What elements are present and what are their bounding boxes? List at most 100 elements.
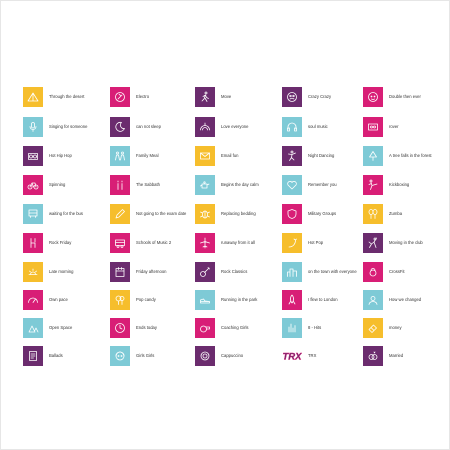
grid-item: Electro	[110, 87, 149, 107]
item-label: Married	[389, 352, 404, 358]
grid-item: How we changed	[363, 290, 421, 310]
grid-item: runaway from it all	[195, 233, 255, 253]
item-label: Hot Hip Hop	[49, 152, 72, 158]
icon-tile	[110, 290, 130, 310]
item-label: CrossFit	[389, 268, 405, 274]
grid-item: Pop candy	[110, 290, 156, 310]
girl-face-icon	[115, 351, 125, 361]
item-label: Rock Friday	[49, 239, 72, 245]
icon-tile	[363, 318, 383, 338]
icon-tile	[110, 87, 130, 107]
item-label: Running in the park	[221, 296, 258, 302]
item-label: Rock Classics	[221, 268, 248, 274]
grid-item: Friday afternoon	[110, 262, 167, 282]
trx-logo: TRX	[282, 351, 303, 363]
grid-item: I flew to London	[282, 290, 338, 310]
grid-item: 8 - Hits	[282, 318, 321, 338]
grid-item: Open Space	[23, 318, 72, 338]
item-label: Hot Pop	[308, 239, 324, 245]
grid-item: TRX TRX	[282, 346, 316, 366]
item-label: on the town with everyone	[308, 268, 357, 274]
moon-icon	[115, 121, 125, 132]
icon-tile	[363, 290, 383, 310]
running-figure-icon	[201, 91, 209, 102]
grid-item: Email fun	[195, 146, 238, 166]
item-label: The Sabbath	[136, 181, 160, 187]
shield-icon	[287, 209, 297, 219]
grid-item: Cappuccino	[195, 346, 243, 366]
icon-tile	[282, 290, 302, 310]
grid-item: Through the desert	[23, 87, 84, 107]
grid-item: Crazy Crazy	[282, 87, 331, 107]
grid-item: Running in the park	[195, 290, 257, 310]
item-label: Cappuccino	[221, 352, 244, 358]
item-label: rover	[389, 123, 399, 129]
grid-item: Family Meal	[110, 146, 159, 166]
icon-tile	[282, 175, 302, 195]
icon-tile	[282, 117, 302, 137]
grid-item: Zumba	[363, 204, 402, 224]
icon-tile	[363, 146, 383, 166]
grid-item: Love everyone	[195, 117, 248, 137]
icon-tile	[110, 204, 130, 224]
item-label: Through the desert	[49, 93, 85, 99]
family-icon	[115, 151, 125, 161]
grid-item: money	[363, 318, 402, 338]
grid-item: Kickboxing	[363, 175, 409, 195]
chili-pepper-icon	[288, 238, 297, 248]
item-label: Remember you	[308, 181, 337, 187]
item-label: money	[389, 324, 402, 330]
item-label: waiting for the bus	[49, 210, 83, 216]
item-label: Night Dancing	[308, 152, 335, 158]
icon-tile	[23, 318, 43, 338]
bicycle-icon	[27, 182, 39, 190]
icon-tile	[195, 262, 215, 282]
grid-item: Late morning	[23, 262, 73, 282]
tree-icon	[369, 151, 377, 161]
icon-tile	[23, 175, 43, 195]
baby-face-icon	[368, 92, 378, 102]
item-label: Email fun	[221, 152, 239, 158]
grid-item: Ends today	[110, 318, 157, 338]
grid-item: Night Dancing	[282, 146, 334, 166]
icon-tile	[110, 233, 130, 253]
airplane-icon	[200, 237, 210, 249]
grid-item: Moving in the club	[363, 233, 423, 253]
item-label: Replacing bedding	[221, 210, 256, 216]
icon-tile	[282, 204, 302, 224]
grid-item: Hot Hip Hop	[23, 146, 72, 166]
eraser-icon	[368, 324, 377, 333]
grid-item: Hot Pop	[282, 233, 323, 253]
equalizer-icon	[288, 323, 296, 333]
sunrise-icon	[28, 268, 38, 275]
notebook-icon	[29, 351, 37, 361]
icon-tile	[363, 117, 383, 137]
item-label: Double then ever	[389, 93, 421, 99]
guitar-icon	[200, 267, 210, 277]
grid-item: Begins the day calm	[195, 175, 259, 195]
icon-tile	[110, 262, 130, 282]
icon-tile	[195, 318, 215, 338]
item-label: How we changed	[389, 296, 422, 302]
portrait-icon	[368, 296, 378, 305]
kick-figure-icon	[368, 179, 378, 190]
item-label: Schools of Music 2	[136, 239, 172, 245]
grid-item: Married	[363, 346, 403, 366]
pencil-icon	[115, 209, 125, 219]
grid-item: on the town with everyone	[282, 262, 357, 282]
item-label: A tree falls in the forest	[389, 152, 432, 158]
grid-item: Rock Classics	[195, 262, 247, 282]
item-label: Moving in the club	[389, 239, 423, 245]
icon-tile	[110, 318, 130, 338]
icon-tile	[195, 204, 215, 224]
disco-dancer-icon	[368, 237, 377, 248]
item-label: Zumba	[389, 210, 403, 216]
icon-tile	[363, 204, 383, 224]
grid-item: CrossFit	[363, 262, 405, 282]
teapot-icon	[200, 181, 210, 189]
svg-text:TRX: TRX	[283, 352, 303, 363]
maracas-icon	[368, 209, 378, 219]
item-label: Spinning	[49, 181, 66, 187]
icon-tile	[282, 318, 302, 338]
icon-tile	[110, 175, 130, 195]
